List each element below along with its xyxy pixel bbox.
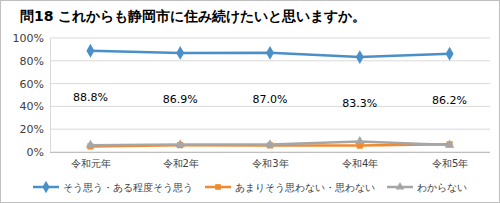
legend-marker [215,184,221,190]
y-axis-line [50,39,51,153]
x-tick: 令和2年 [163,152,199,169]
y-tick: 100% [13,32,50,45]
series-marker [355,136,364,144]
data-label: 83.3% [342,97,377,110]
series-marker [445,140,454,148]
series-marker [265,139,274,147]
grid-line [50,129,490,130]
series-marker [356,50,364,64]
x-axis-line [50,152,490,153]
y-tick-label: 40% [20,100,44,113]
series-marker [266,46,274,60]
y-tick: 80% [20,55,50,68]
legend-item: わからない [387,182,467,193]
y-axis: 0% 20% 40% 60% 80% 100% [13,32,51,159]
series-marker [176,139,185,147]
y-tick: 60% [20,78,50,91]
y-tick: 40% [20,100,50,113]
chart-frame [1,1,500,203]
y-tick: 20% [20,123,50,136]
x-tick: 令和4年 [342,152,378,169]
y-tick-label: 20% [20,123,44,136]
legend-label: そう思う・ある程度そう思う [63,182,193,193]
title: 問18 これからも静岡市に住み続けたいと思いますか。 [20,8,366,24]
y-tick-label: 60% [20,78,44,91]
x-tick-label: 令和2年 [163,158,199,169]
x-tick: 令和5年 [432,152,468,169]
y-tick-label: 100% [13,32,44,45]
legend-item: そう思う・ある程度そう思う [33,181,193,193]
data-label: 86.2% [432,94,467,107]
series-marker [86,140,95,148]
grid-line [50,152,490,153]
grid-line [50,106,490,107]
legend-marker [396,182,405,189]
x-tick-label: 令和4年 [342,158,378,169]
grid-line [50,60,490,61]
series-marker [86,44,94,58]
plot-area [86,44,455,150]
data-label: 88.8% [73,91,108,104]
x-tick-label: 令和元年 [71,158,111,169]
chart: 問18 これからも静岡市に住み続けたいと思いますか。 0% 20% 40% 60% 80%… [0,0,500,203]
x-axis: 令和元年 令和2年 令和3年 令和4年 令和5年 [50,152,490,169]
series-marker [176,46,184,60]
x-tick: 令和元年 [71,152,111,169]
legend: そう思う・ある程度そう思う あまりそう思わない・思わない わからない [33,181,467,193]
x-tick-label: 令和5年 [432,158,468,169]
x-tick-label: 令和3年 [252,158,288,169]
grid-line [50,83,490,84]
grid [50,38,490,152]
grid-line [50,38,490,39]
data-labels: 88.8% 86.9% 87.0% 83.3% 86.2% [73,91,467,110]
data-label: 87.0% [253,93,288,106]
series-marker [446,47,454,61]
data-label: 86.9% [163,93,198,106]
legend-marker [42,181,49,193]
legend-item: あまりそう思わない・思わない [205,182,375,193]
y-tick: 0% [27,146,50,159]
legend-label: あまりそう思わない・思わない [235,182,375,193]
x-tick: 令和3年 [252,152,288,169]
legend-label: わからない [417,182,467,193]
y-tick-label: 0% [27,146,44,159]
y-tick-label: 80% [20,55,44,68]
